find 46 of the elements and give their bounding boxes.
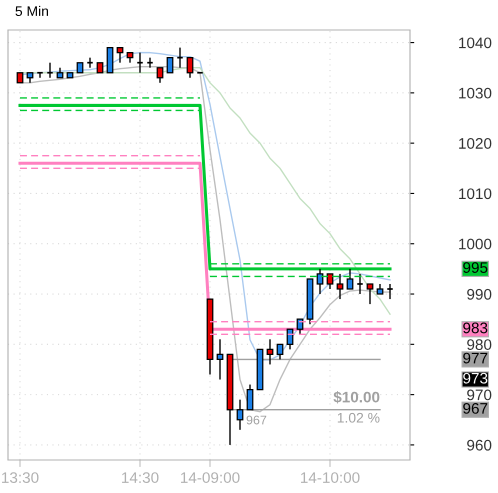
candlestick [276,344,284,360]
y-tick-label: 980 [467,339,492,350]
x-tick-label: 14:30 [122,472,159,484]
candlestick [376,283,384,295]
candlestick [16,72,24,84]
candlestick [326,273,334,290]
y-tick-label: 995 [463,262,488,273]
candlestick [216,338,224,380]
candlestick [116,46,124,64]
y-tick-label: 1040 [459,37,492,48]
candlestick [246,384,254,410]
candlestick [186,56,194,78]
candlestick [166,57,174,74]
annotation: $10.00 [333,391,380,404]
x-tick-label: 13:30 [2,472,39,484]
y-tick-label: 970 [467,389,492,400]
y-tick-label: 967 [463,402,488,414]
candlestick [96,62,104,74]
candlestick [76,62,84,74]
candlestick [236,398,244,431]
y-tick-label: 977 [463,352,488,364]
candlestick [316,268,324,295]
candlestick [26,72,34,84]
candlestick [386,283,394,300]
candlestick [296,318,304,335]
candlestick [366,283,374,305]
y-tick-label: 1020 [459,138,492,149]
candlestick [156,67,164,84]
candlestick [346,268,354,290]
candlestick [356,273,364,295]
y-tick-label: 1000 [459,238,492,250]
candlestick [336,273,344,300]
y-tick-label: 973 [463,372,488,384]
y-tick-label: 960 [467,440,492,451]
candlestick [126,52,134,64]
candlestick [266,338,274,366]
y-tick-label: 1010 [459,188,492,200]
x-tick-label: 14-09:00 [181,472,240,484]
chart-title: 5 Min [15,6,48,16]
candlestick [56,67,64,78]
y-tick-label: 990 [467,288,492,300]
annotation: 967 [246,416,266,424]
x-tick-label: 14-10:00 [301,472,360,484]
y-tick-label: 983 [463,322,488,334]
annotation: 1.02 % [338,412,380,423]
y-tick-label: 1030 [459,88,492,99]
